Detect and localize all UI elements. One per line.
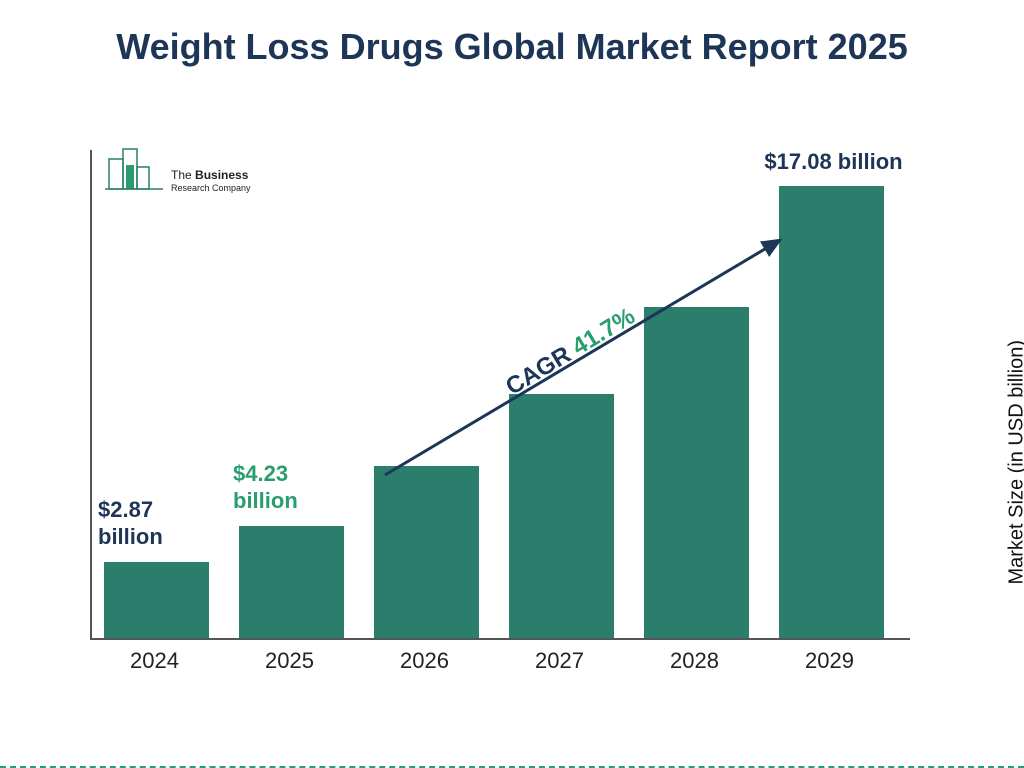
x-tick-label: 2024 xyxy=(102,648,207,674)
x-tick-label: 2028 xyxy=(642,648,747,674)
x-tick-label: 2027 xyxy=(507,648,612,674)
x-tick-label: 2026 xyxy=(372,648,477,674)
chart-area: $2.87billion$4.23billion$17.08 billion C… xyxy=(90,150,910,680)
cagr-arrow xyxy=(90,150,910,640)
x-tick-label: 2025 xyxy=(237,648,342,674)
y-axis-label: Market Size (in USD billion) xyxy=(1006,340,1024,585)
x-tick-label: 2029 xyxy=(777,648,882,674)
chart-title: Weight Loss Drugs Global Market Report 2… xyxy=(0,24,1024,69)
